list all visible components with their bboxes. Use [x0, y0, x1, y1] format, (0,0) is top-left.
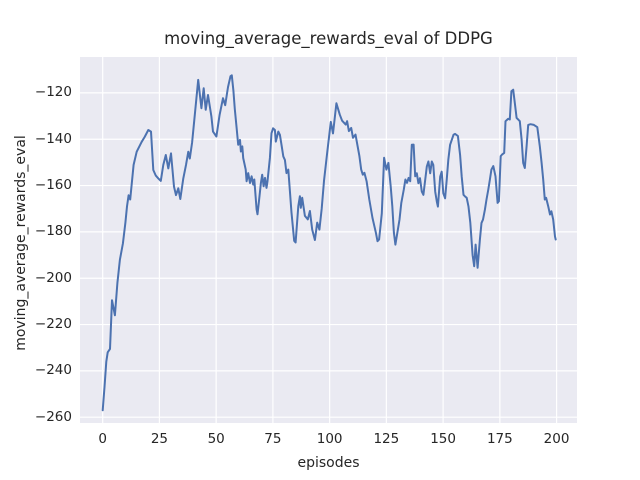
x-tick-label: 50: [207, 431, 225, 447]
x-tick-label: 100: [316, 431, 343, 447]
x-tick-label: 25: [150, 431, 169, 447]
x-axis-label: episodes: [297, 455, 360, 471]
x-tick-label: 175: [486, 431, 513, 447]
data-line: [101, 74, 557, 412]
plot-area: [80, 57, 577, 423]
y-tick-label: −220: [34, 316, 72, 333]
y-tick-label: −260: [34, 408, 72, 425]
y-tick-label: −140: [34, 130, 72, 147]
plot-svg: [80, 57, 577, 423]
x-tick-label: 0: [98, 431, 107, 447]
x-tick-label: 125: [373, 431, 400, 447]
y-tick-label: −180: [34, 223, 72, 240]
chart-title: moving_average_rewards_eval of DDPG: [164, 29, 493, 48]
y-tick-label: −120: [34, 84, 72, 101]
x-tick-label: 75: [264, 431, 282, 447]
y-tick-label: −200: [34, 269, 72, 286]
x-tick-label: 150: [430, 431, 456, 447]
x-tick-label: 200: [543, 431, 570, 447]
y-tick-label: −160: [34, 177, 72, 194]
y-tick-label: −240: [34, 362, 72, 379]
